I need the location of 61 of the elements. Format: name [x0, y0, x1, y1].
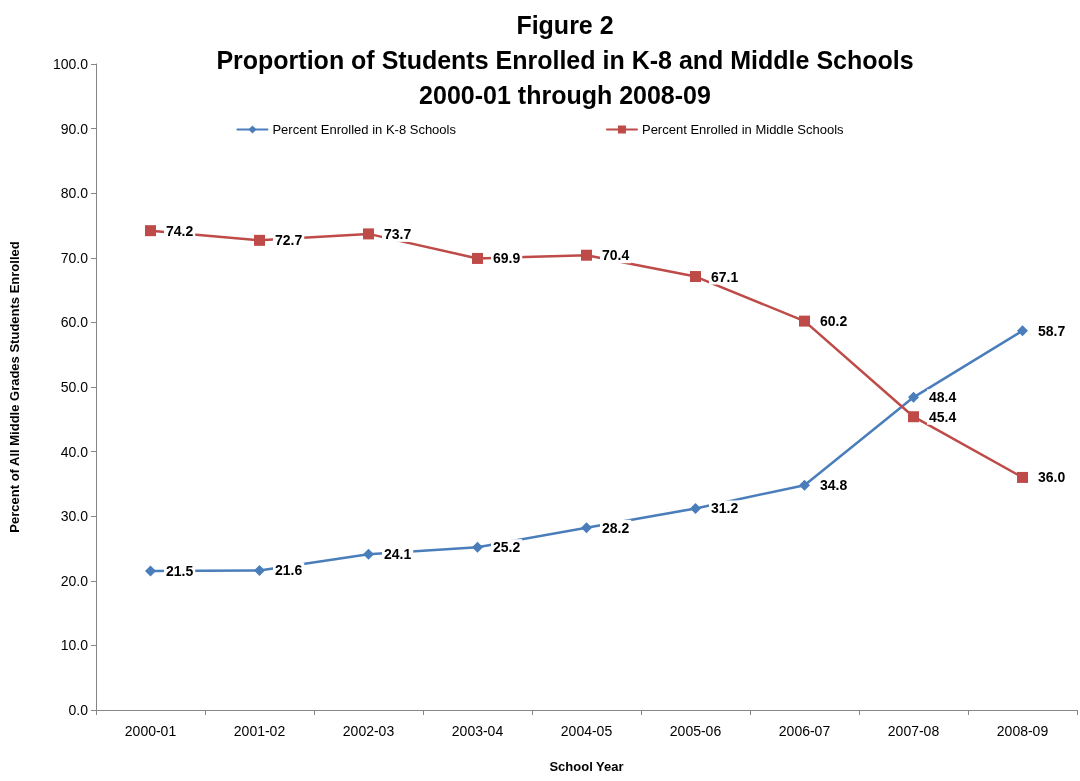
y-tick-label: 50.0	[60, 379, 89, 395]
data-label: 60.2	[820, 313, 848, 330]
point	[581, 522, 592, 534]
y-tick-label: 70.0	[60, 249, 89, 266]
point	[254, 564, 265, 576]
data-label: 45.4	[929, 408, 957, 425]
data-label: 28.2	[602, 519, 630, 536]
data-label: 25.2	[493, 539, 521, 556]
point	[145, 565, 156, 577]
point	[908, 411, 919, 423]
x-tick-label: 2004-05	[560, 723, 613, 739]
data-label: 21.6	[275, 562, 303, 579]
y-tick-label: 60.0	[60, 314, 89, 331]
y-tick-label: 100.0	[52, 56, 89, 72]
legend-label: Percent Enrolled in K-8 Schools	[272, 122, 457, 137]
point	[908, 391, 919, 403]
data-label: 69.9	[493, 250, 521, 267]
data-label: 74.2	[166, 222, 194, 239]
data-label: 34.8	[820, 477, 848, 494]
point	[254, 234, 265, 246]
y-axis-title: Percent of All Middle Grades Students Enrolled	[7, 241, 22, 533]
x-tick-label: 2008-09	[996, 723, 1049, 739]
point	[1017, 471, 1028, 483]
chart-title: Figure 2 Proportion of Students Enrolled in K-8 and Middle Schools 2000-01 through 2008-09	[216, 10, 914, 109]
point	[145, 225, 156, 237]
data-label: 58.7	[1038, 322, 1066, 339]
data-label: 73.7	[384, 225, 412, 242]
point	[799, 479, 810, 491]
point	[1017, 325, 1028, 337]
y-tick-label: 80.0	[60, 185, 89, 202]
x-tick-label: 2002-03	[342, 723, 395, 739]
point	[581, 249, 592, 261]
point	[690, 502, 701, 514]
x-tick-label: 2005-06	[669, 723, 722, 739]
x-axis-title: School Year	[549, 759, 624, 774]
y-tick-label: 10.0	[60, 637, 89, 654]
x-tick-label: 2001-02	[233, 723, 286, 739]
x-tick-label: 2007-08	[887, 723, 940, 739]
legend-label: Percent Enrolled in Middle Schools	[641, 122, 845, 137]
y-tick-label: 90.0	[60, 120, 89, 137]
y-tick-label: 40.0	[60, 443, 89, 460]
point	[363, 228, 374, 240]
data-label: 31.2	[711, 500, 739, 517]
data-label: 48.4	[929, 389, 957, 406]
data-label: 72.7	[275, 232, 303, 249]
point	[799, 315, 810, 327]
data-label: 24.1	[384, 546, 412, 563]
point	[472, 541, 483, 553]
data-label: 36.0	[1038, 469, 1066, 486]
y-tick-label: 0.0	[68, 702, 89, 718]
x-tick-label: 2000-01	[124, 723, 177, 739]
data-label: 21.5	[166, 563, 194, 580]
point	[690, 271, 701, 283]
x-tick-label: 2006-07	[778, 723, 831, 739]
data-label: 70.4	[602, 247, 630, 264]
y-tick-label: 20.0	[60, 572, 89, 589]
data-label: 67.1	[711, 268, 739, 285]
y-tick-label: 30.0	[60, 508, 89, 525]
point	[363, 548, 374, 560]
x-tick-label: 2003-04	[451, 723, 504, 739]
point	[472, 252, 483, 264]
